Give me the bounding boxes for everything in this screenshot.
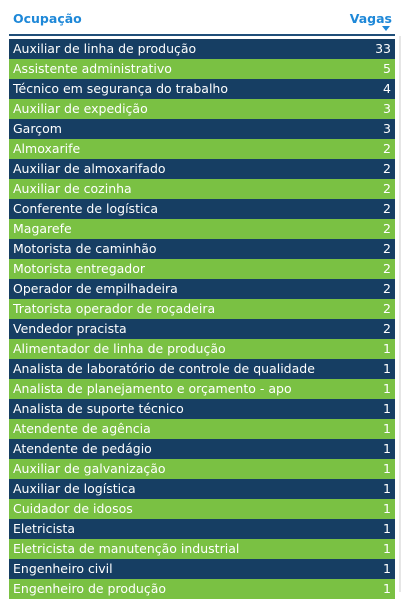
cell-vacancies: 2 bbox=[383, 201, 391, 216]
cell-occupation: Garçom bbox=[13, 121, 62, 136]
sort-descending-icon[interactable] bbox=[382, 26, 390, 31]
cell-occupation: Engenheiro de produção bbox=[13, 581, 167, 596]
table-body: Auxiliar de linha de produção 33 Assistent… bbox=[9, 39, 395, 599]
cell-occupation: Assistente administrativo bbox=[13, 61, 172, 76]
cell-occupation: Auxiliar de linha de produção bbox=[13, 41, 197, 56]
table-row[interactable]: Auxiliar de linha de produção 33 bbox=[9, 39, 395, 59]
table-row[interactable]: Técnico em segurança do trabalho 4 bbox=[9, 79, 395, 99]
cell-vacancies: 1 bbox=[383, 441, 391, 456]
cell-occupation: Eletricista de manutenção industrial bbox=[13, 541, 240, 556]
cell-vacancies: 2 bbox=[383, 241, 391, 256]
cell-occupation: Conferente de logística bbox=[13, 201, 158, 216]
table-row[interactable]: Motorista de caminhão 2 bbox=[9, 239, 395, 259]
cell-occupation: Atendente de agência bbox=[13, 421, 151, 436]
cell-vacancies: 1 bbox=[383, 561, 391, 576]
cell-vacancies: 1 bbox=[383, 341, 391, 356]
cell-occupation: Engenheiro civil bbox=[13, 561, 113, 576]
cell-vacancies: 2 bbox=[383, 221, 391, 236]
cell-vacancies: 2 bbox=[383, 261, 391, 276]
vacancies-table: Ocupação Vagas Auxiliar de linha de prod… bbox=[9, 6, 395, 599]
cell-occupation: Eletricista bbox=[13, 521, 75, 536]
column-header-vacancies[interactable]: Vagas bbox=[349, 11, 392, 26]
table-row[interactable]: Almoxarife 2 bbox=[9, 139, 395, 159]
cell-vacancies: 2 bbox=[383, 301, 391, 316]
scrollbar-track[interactable] bbox=[399, 36, 401, 592]
table-header: Ocupação Vagas bbox=[9, 6, 395, 36]
table-row[interactable]: Auxiliar de expedição 3 bbox=[9, 99, 395, 119]
cell-occupation: Auxiliar de cozinha bbox=[13, 181, 132, 196]
table-row[interactable]: Cuidador de idosos 1 bbox=[9, 499, 395, 519]
cell-vacancies: 1 bbox=[383, 541, 391, 556]
table-row[interactable]: Assistente administrativo 5 bbox=[9, 59, 395, 79]
cell-occupation: Auxiliar de almoxarifado bbox=[13, 161, 166, 176]
table-row[interactable]: Engenheiro civil 1 bbox=[9, 559, 395, 579]
table-row[interactable]: Eletricista 1 bbox=[9, 519, 395, 539]
cell-occupation: Auxiliar de expedição bbox=[13, 101, 148, 116]
cell-vacancies: 2 bbox=[383, 321, 391, 336]
cell-vacancies: 33 bbox=[375, 41, 391, 56]
table-row[interactable]: Auxiliar de almoxarifado 2 bbox=[9, 159, 395, 179]
table-row[interactable]: Atendente de pedágio 1 bbox=[9, 439, 395, 459]
cell-vacancies: 4 bbox=[383, 81, 391, 96]
table-row[interactable]: Garçom 3 bbox=[9, 119, 395, 139]
table-row[interactable]: Atendente de agência 1 bbox=[9, 419, 395, 439]
cell-vacancies: 1 bbox=[383, 481, 391, 496]
cell-occupation: Auxiliar de galvanização bbox=[13, 461, 166, 476]
table-row[interactable]: Operador de empilhadeira 2 bbox=[9, 279, 395, 299]
cell-vacancies: 1 bbox=[383, 501, 391, 516]
cell-occupation: Alimentador de linha de produção bbox=[13, 341, 226, 356]
cell-vacancies: 2 bbox=[383, 161, 391, 176]
cell-vacancies: 1 bbox=[383, 521, 391, 536]
table-row[interactable]: Auxiliar de cozinha 2 bbox=[9, 179, 395, 199]
cell-occupation: Cuidador de idosos bbox=[13, 501, 133, 516]
cell-occupation: Atendente de pedágio bbox=[13, 441, 152, 456]
cell-occupation: Técnico em segurança do trabalho bbox=[13, 81, 228, 96]
cell-vacancies: 1 bbox=[383, 421, 391, 436]
table-row[interactable]: Auxiliar de galvanização 1 bbox=[9, 459, 395, 479]
table-row[interactable]: Eletricista de manutenção industrial 1 bbox=[9, 539, 395, 559]
cell-occupation: Operador de empilhadeira bbox=[13, 281, 178, 296]
table-row[interactable]: Analista de laboratório de controle de q… bbox=[9, 359, 395, 379]
cell-vacancies: 5 bbox=[383, 61, 391, 76]
cell-vacancies: 1 bbox=[383, 581, 391, 596]
table-row[interactable]: Vendedor pracista 2 bbox=[9, 319, 395, 339]
cell-occupation: Vendedor pracista bbox=[13, 321, 127, 336]
cell-occupation: Motorista de caminhão bbox=[13, 241, 157, 256]
cell-vacancies: 1 bbox=[383, 381, 391, 396]
cell-occupation: Motorista entregador bbox=[13, 261, 146, 276]
table-row[interactable]: Analista de suporte técnico 1 bbox=[9, 399, 395, 419]
cell-occupation: Almoxarife bbox=[13, 141, 81, 156]
table-row[interactable]: Motorista entregador 2 bbox=[9, 259, 395, 279]
column-header-occupation[interactable]: Ocupação bbox=[13, 11, 82, 26]
cell-vacancies: 3 bbox=[383, 121, 391, 136]
cell-occupation: Analista de suporte técnico bbox=[13, 401, 184, 416]
table-row[interactable]: Conferente de logística 2 bbox=[9, 199, 395, 219]
cell-vacancies: 1 bbox=[383, 361, 391, 376]
table-row[interactable]: Tratorista operador de roçadeira 2 bbox=[9, 299, 395, 319]
cell-occupation: Tratorista operador de roçadeira bbox=[13, 301, 216, 316]
cell-vacancies: 1 bbox=[383, 461, 391, 476]
table-row[interactable]: Auxiliar de logística 1 bbox=[9, 479, 395, 499]
table-row[interactable]: Magarefe 2 bbox=[9, 219, 395, 239]
cell-vacancies: 3 bbox=[383, 101, 391, 116]
cell-occupation: Auxiliar de logística bbox=[13, 481, 136, 496]
cell-occupation: Magarefe bbox=[13, 221, 72, 236]
cell-occupation: Analista de laboratório de controle de q… bbox=[13, 361, 315, 376]
table-row[interactable]: Engenheiro de produção 1 bbox=[9, 579, 395, 599]
cell-vacancies: 1 bbox=[383, 401, 391, 416]
cell-vacancies: 2 bbox=[383, 281, 391, 296]
table-row[interactable]: Alimentador de linha de produção 1 bbox=[9, 339, 395, 359]
cell-occupation: Analista de planejamento e orçamento - a… bbox=[13, 381, 292, 396]
cell-vacancies: 2 bbox=[383, 141, 391, 156]
table-row[interactable]: Analista de planejamento e orçamento - a… bbox=[9, 379, 395, 399]
cell-vacancies: 2 bbox=[383, 181, 391, 196]
